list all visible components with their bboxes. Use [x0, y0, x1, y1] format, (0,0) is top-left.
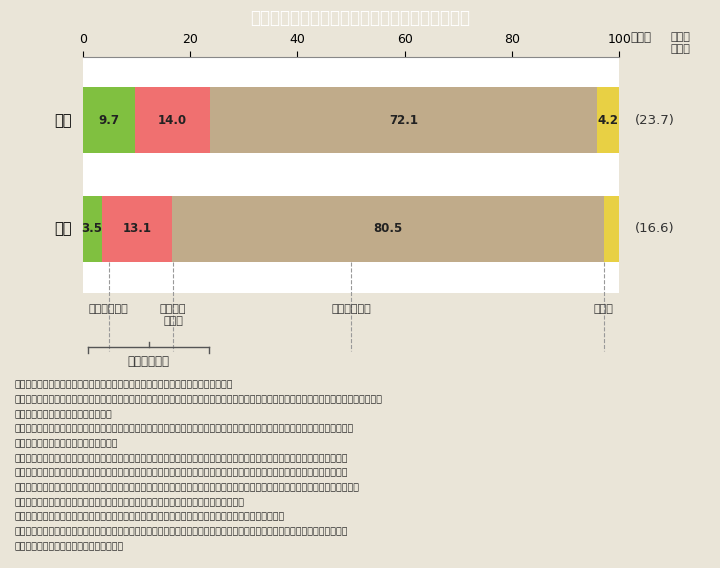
Text: （備考）１．内閣府「男女間における暴力に関する調査」（平成２６年）より作成。: （備考）１．内閣府「男女間における暴力に関する調査」（平成２６年）より作成。	[14, 381, 233, 390]
Text: 「経済的圧迫」：生活費を渡さない，貴金を勝手に使われる，外で働くことを妨害された。: 「経済的圧迫」：生活費を渡さない，貴金を勝手に使われる，外で働くことを妨害された…	[14, 513, 284, 522]
Text: ない。: ない。	[14, 542, 124, 551]
Text: 13.1: 13.1	[122, 223, 151, 235]
Text: 人，男性１，２７２人。: 人，男性１，２７２人。	[14, 410, 112, 419]
Text: (16.6): (16.6)	[635, 223, 675, 235]
Text: 9.7: 9.7	[99, 114, 120, 127]
Text: るのではないかと恐怖を感じるような脅迫を受けた。: るのではないかと恐怖を感じるような脅迫を受けた。	[14, 498, 244, 507]
Text: 14.0: 14.0	[158, 114, 187, 127]
Text: あった（計）: あった（計）	[127, 355, 169, 367]
Bar	[83, 87, 135, 153]
Text: ２．全国２０歳以上の男女５，０００人を対象とした無作為抓出によるアンケート調査の結果による。集計対象者は，女性１，４０１: ２．全国２０歳以上の男女５，０００人を対象とした無作為抓出によるアンケート調査の…	[14, 395, 382, 404]
Text: 女性: 女性	[55, 113, 72, 128]
Text: 「身体的暴行」：殴ったり，けったり，物を投げつけたり，突き飛ばしたりするなどの身体に対する暴行を受けた。: 「身体的暴行」：殴ったり，けったり，物を投げつけたり，突き飛ばしたりするなどの身…	[14, 454, 348, 463]
Text: (23.7): (23.7)	[635, 114, 675, 127]
Text: 無回答: 無回答	[594, 304, 613, 315]
Text: （％）: （％）	[630, 31, 651, 44]
Bar	[102, 196, 172, 262]
Text: ３．「身体的暴行」，「心理的攻撃」，「経済的圧迫」及び「性的強要」のいずれかの被害経験について調査。それぞれの: ３．「身体的暴行」，「心理的攻撃」，「経済的圧迫」及び「性的強要」のいずれかの被…	[14, 425, 354, 434]
Bar	[210, 87, 597, 153]
Text: 男性: 男性	[55, 222, 72, 236]
Text: まったくない: まったくない	[331, 304, 371, 315]
Bar	[135, 87, 210, 153]
Bar	[603, 196, 619, 262]
Text: Ｉ－５－１図　配偶者からの被害経験（男女別）: Ｉ－５－１図 配偶者からの被害経験（男女別）	[250, 9, 470, 27]
Text: 「心理的攻撃」：人格を否定するような暴言，交友関係や行き先，電話・メール等を細かく監視したり，長期間無視: 「心理的攻撃」：人格を否定するような暴言，交友関係や行き先，電話・メール等を細か…	[14, 469, 348, 478]
Bar	[172, 196, 603, 262]
Text: 4.2: 4.2	[598, 114, 618, 127]
Text: 何度もあった: 何度もあった	[89, 304, 129, 315]
Text: するなどの精神的な嵌がらせを受けた，あるいは，あなた若しくはあなたの家族に危害が加えられ: するなどの精神的な嵌がらせを受けた，あるいは，あなた若しくはあなたの家族に危害が…	[14, 483, 359, 492]
Text: 72.1: 72.1	[389, 114, 418, 127]
Bar	[597, 87, 619, 153]
Text: あった
（計）: あった （計）	[670, 32, 690, 54]
Text: 80.5: 80.5	[373, 223, 402, 235]
Text: １，２度
あった: １，２度 あった	[160, 304, 186, 326]
Text: 用語の定義は以下の通り。: 用語の定義は以下の通り。	[14, 440, 118, 448]
Text: 「性的強要」　：嫌がっているのに性的な行為を強要された，見たくないポルノ映像等を見せられた，避妊に協力し: 「性的強要」 ：嫌がっているのに性的な行為を強要された，見たくないポルノ映像等を…	[14, 528, 348, 536]
Bar	[83, 196, 102, 262]
Text: 3.5: 3.5	[81, 223, 103, 235]
